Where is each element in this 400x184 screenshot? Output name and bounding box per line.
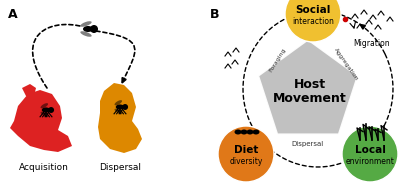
- Circle shape: [48, 107, 54, 113]
- Polygon shape: [22, 84, 36, 96]
- Ellipse shape: [116, 105, 124, 109]
- Ellipse shape: [80, 31, 92, 37]
- Circle shape: [285, 0, 341, 42]
- Circle shape: [122, 104, 128, 110]
- Text: Dispersal: Dispersal: [99, 164, 141, 173]
- Text: Movement: Movement: [273, 91, 347, 105]
- Polygon shape: [360, 24, 366, 29]
- Ellipse shape: [40, 103, 48, 108]
- Ellipse shape: [252, 130, 260, 135]
- Text: diversity: diversity: [229, 157, 263, 165]
- Ellipse shape: [114, 109, 122, 114]
- Polygon shape: [258, 40, 358, 134]
- Text: Host: Host: [294, 77, 326, 91]
- Polygon shape: [10, 90, 72, 152]
- Ellipse shape: [246, 130, 254, 135]
- Polygon shape: [122, 77, 126, 83]
- Circle shape: [218, 126, 274, 182]
- Ellipse shape: [42, 107, 50, 113]
- Ellipse shape: [240, 130, 248, 135]
- Circle shape: [90, 25, 98, 33]
- Text: B: B: [210, 8, 220, 21]
- Text: Local: Local: [354, 145, 386, 155]
- Ellipse shape: [83, 26, 93, 32]
- Circle shape: [342, 126, 398, 182]
- Ellipse shape: [114, 100, 122, 105]
- Text: Dispersal: Dispersal: [292, 141, 324, 147]
- Text: Acquisition: Acquisition: [19, 164, 69, 173]
- Text: Diet: Diet: [234, 145, 258, 155]
- Text: Aggregation: Aggregation: [333, 47, 359, 81]
- Text: Foraging: Foraging: [268, 47, 288, 73]
- Polygon shape: [98, 83, 142, 153]
- Text: interaction: interaction: [292, 17, 334, 26]
- Ellipse shape: [40, 112, 48, 117]
- Text: environment: environment: [346, 157, 394, 165]
- Text: Migration: Migration: [353, 40, 390, 49]
- Text: Social: Social: [295, 5, 331, 15]
- Ellipse shape: [234, 130, 242, 135]
- Text: A: A: [8, 8, 18, 21]
- Ellipse shape: [80, 21, 92, 27]
